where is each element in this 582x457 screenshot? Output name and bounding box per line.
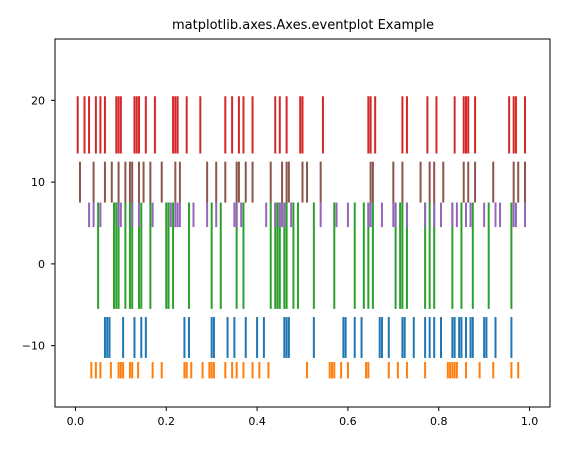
x-tick-label: 0.4: [248, 415, 266, 428]
event-series-1: [103, 317, 513, 358]
event-series-5: [76, 96, 527, 154]
y-tick-label: 10: [31, 176, 45, 189]
plot-frame: [54, 38, 551, 408]
x-tick-label: 0.6: [339, 415, 357, 428]
x-tick-label: 0.0: [67, 415, 85, 428]
event-lines-layer: [76, 96, 527, 379]
y-tick-label: 20: [31, 94, 45, 107]
x-axis: 0.0 0.2 0.4 0.6 0.8 1.0: [67, 407, 539, 428]
event-series-4: [78, 161, 527, 203]
x-tick-label: 0.8: [430, 415, 448, 428]
y-axis: −10 0 10 20: [22, 94, 55, 353]
event-series-0: [90, 362, 520, 379]
y-tick-label: −10: [22, 340, 45, 353]
x-tick-label: 1.0: [521, 415, 539, 428]
x-tick-label: 0.2: [158, 415, 176, 428]
event-series-3: [88, 202, 527, 228]
y-tick-label: 0: [38, 258, 45, 271]
chart-title: matplotlib.axes.Axes.eventplot Example: [172, 18, 434, 33]
